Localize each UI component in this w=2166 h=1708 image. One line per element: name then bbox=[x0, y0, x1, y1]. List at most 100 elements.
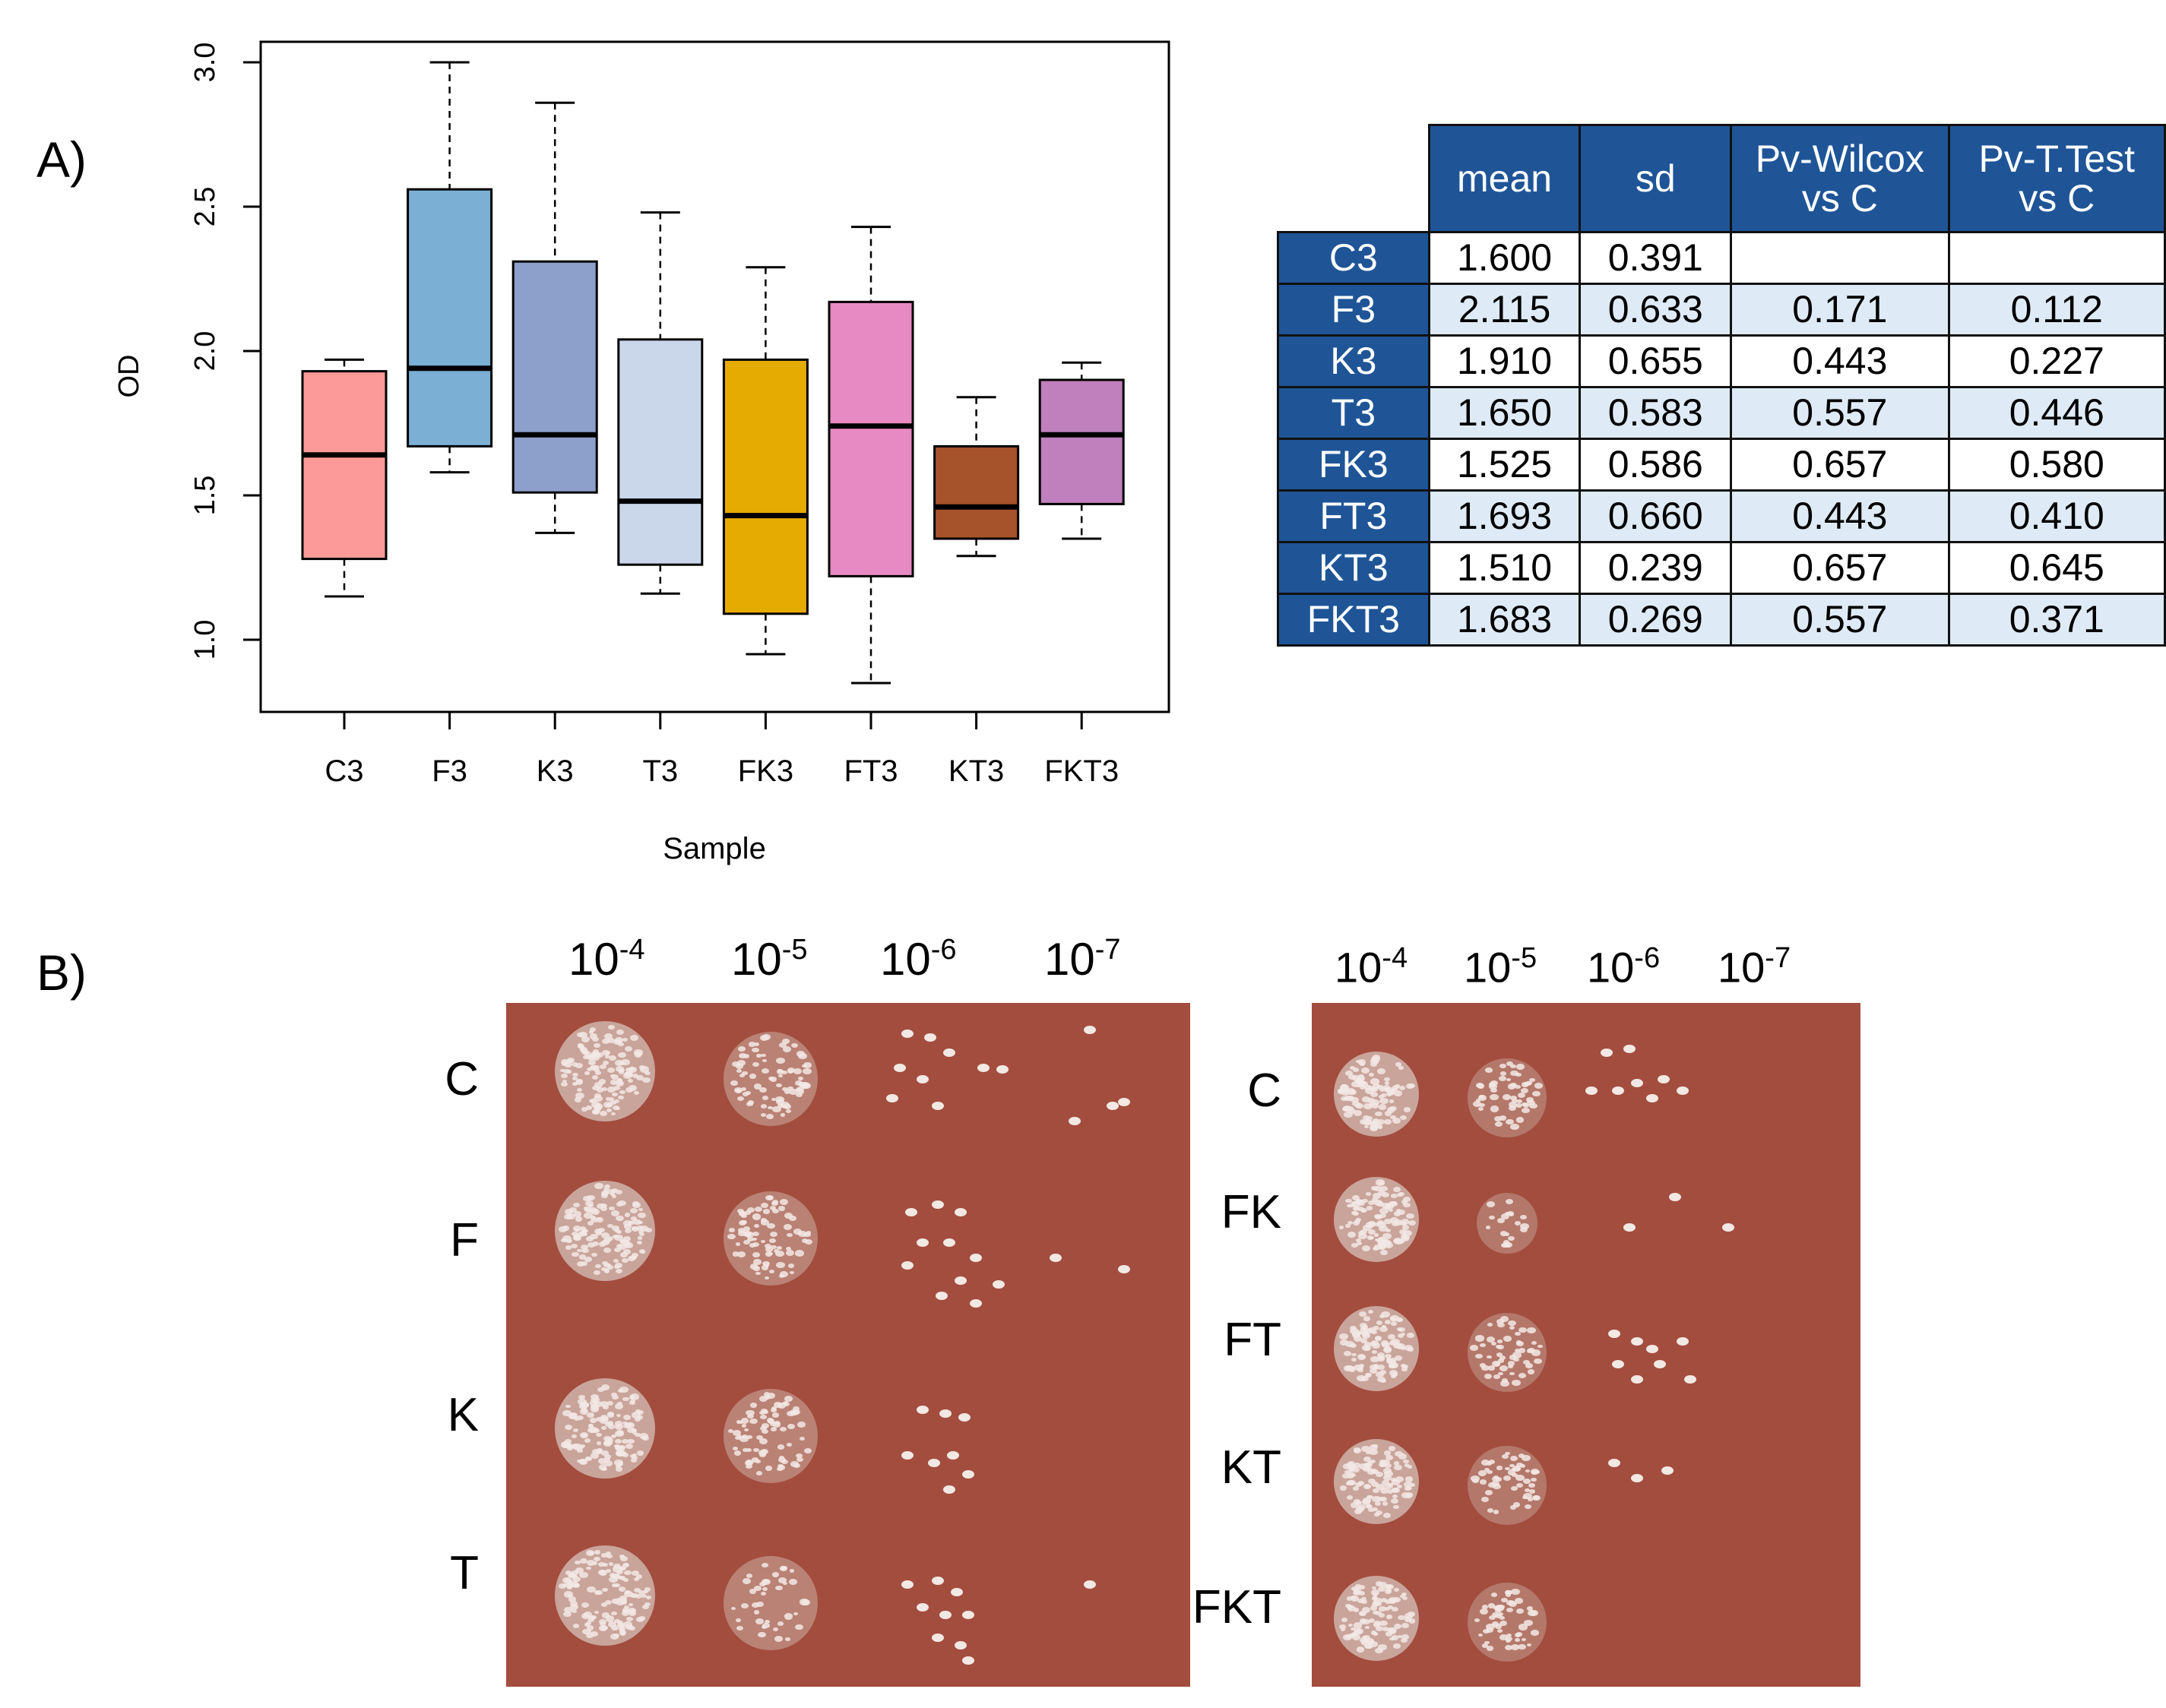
colony bbox=[1347, 1203, 1355, 1208]
colony bbox=[1343, 1350, 1352, 1357]
colony bbox=[932, 1577, 944, 1585]
colony bbox=[614, 1403, 623, 1410]
colony bbox=[1403, 1459, 1409, 1464]
colony bbox=[738, 1052, 746, 1058]
colony bbox=[1390, 1193, 1398, 1199]
colony bbox=[1394, 1090, 1402, 1096]
colony bbox=[1373, 1222, 1379, 1227]
colony bbox=[1357, 1368, 1363, 1372]
table-cell: 0.583 bbox=[1579, 386, 1733, 440]
colony bbox=[901, 1451, 914, 1460]
colony bbox=[1522, 1455, 1531, 1462]
colony bbox=[1361, 1332, 1370, 1339]
colony bbox=[762, 1096, 769, 1101]
colony bbox=[1508, 1102, 1517, 1108]
dilution-label: 10-7 bbox=[1718, 942, 1791, 992]
colony bbox=[644, 1071, 651, 1076]
colony bbox=[1661, 1466, 1674, 1475]
colony bbox=[584, 1256, 593, 1263]
colony bbox=[1475, 1099, 1481, 1102]
colony bbox=[765, 1251, 773, 1257]
colony bbox=[1357, 1374, 1366, 1382]
colony bbox=[771, 1208, 779, 1213]
colony bbox=[1379, 1213, 1387, 1219]
colony bbox=[735, 1242, 741, 1246]
colony bbox=[1401, 1365, 1408, 1369]
colony bbox=[1362, 1245, 1371, 1251]
colony bbox=[993, 1280, 1005, 1289]
colony bbox=[608, 1097, 615, 1102]
colony bbox=[636, 1074, 644, 1080]
colony bbox=[1477, 1095, 1487, 1102]
colony bbox=[1385, 1319, 1392, 1324]
colony bbox=[1470, 1345, 1478, 1351]
colony bbox=[608, 1621, 616, 1627]
colony bbox=[1362, 1324, 1369, 1330]
colony bbox=[602, 1562, 609, 1567]
colony bbox=[1523, 1359, 1530, 1365]
colony bbox=[773, 1627, 779, 1632]
colony bbox=[771, 1245, 777, 1250]
colony bbox=[746, 1574, 752, 1578]
colony bbox=[1507, 1469, 1516, 1476]
colony bbox=[752, 1241, 759, 1247]
colony bbox=[1388, 1599, 1396, 1604]
colony bbox=[1492, 1612, 1499, 1618]
colony bbox=[607, 1265, 614, 1270]
box-fk3 bbox=[722, 266, 809, 656]
colony bbox=[1499, 1621, 1507, 1627]
colony bbox=[594, 1070, 601, 1075]
colony bbox=[894, 1064, 906, 1072]
colony bbox=[728, 1429, 733, 1434]
colony bbox=[572, 1077, 578, 1081]
colony bbox=[1345, 1604, 1351, 1608]
colony bbox=[1393, 1505, 1399, 1510]
colony bbox=[590, 1615, 597, 1620]
colony bbox=[792, 1406, 800, 1412]
colony bbox=[758, 1438, 768, 1444]
colony bbox=[775, 1057, 785, 1064]
colony bbox=[777, 1464, 786, 1470]
colony bbox=[777, 1102, 785, 1109]
colony bbox=[577, 1260, 585, 1267]
dilution-label: 10-4 bbox=[1335, 942, 1408, 992]
colony bbox=[606, 1411, 614, 1417]
colony bbox=[587, 1220, 594, 1226]
colony bbox=[1487, 1322, 1493, 1327]
colony bbox=[572, 1062, 578, 1067]
colony bbox=[1349, 1325, 1357, 1330]
table-cell: 0.586 bbox=[1579, 438, 1733, 492]
colony bbox=[733, 1450, 742, 1456]
colony bbox=[628, 1422, 634, 1426]
colony bbox=[622, 1563, 629, 1568]
colony bbox=[1510, 1643, 1519, 1650]
colony bbox=[780, 1426, 787, 1432]
colony bbox=[1523, 1620, 1533, 1627]
colony bbox=[1384, 1111, 1392, 1117]
colony bbox=[1386, 1092, 1392, 1096]
colony bbox=[1069, 1117, 1081, 1125]
colony bbox=[789, 1216, 797, 1222]
colony bbox=[1401, 1225, 1409, 1230]
colony bbox=[1353, 1110, 1362, 1117]
table-row: F3 2.115 0.633 0.171 0.112 bbox=[1277, 283, 2166, 337]
colony bbox=[623, 1570, 632, 1576]
colony bbox=[1722, 1223, 1734, 1232]
colony bbox=[1358, 1199, 1363, 1204]
box-body bbox=[407, 188, 493, 448]
colony bbox=[608, 1055, 616, 1061]
colony bbox=[1372, 1343, 1380, 1349]
table-corner-cell bbox=[1278, 125, 1430, 233]
colony bbox=[1393, 1478, 1399, 1482]
colony bbox=[1373, 1060, 1379, 1064]
colony bbox=[1358, 1590, 1366, 1596]
colony bbox=[796, 1421, 806, 1428]
colony bbox=[777, 1206, 786, 1211]
colony bbox=[620, 1599, 627, 1604]
colony bbox=[638, 1220, 643, 1225]
plate-row-label: FK bbox=[1221, 1186, 1281, 1238]
colony bbox=[568, 1596, 577, 1602]
colony bbox=[1493, 1374, 1500, 1380]
colony bbox=[578, 1445, 584, 1450]
colony bbox=[1339, 1084, 1349, 1091]
